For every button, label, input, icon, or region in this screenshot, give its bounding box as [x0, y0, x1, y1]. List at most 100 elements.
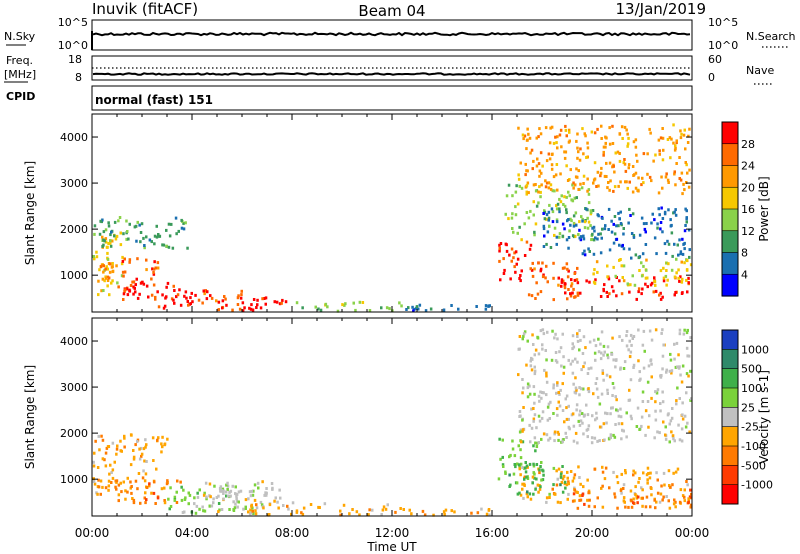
heatmap-cell: [415, 306, 418, 310]
heatmap-cell: [576, 335, 579, 338]
heatmap-cell: [656, 222, 659, 226]
heatmap-cell: [632, 235, 636, 239]
heatmap-cell: [565, 211, 568, 215]
heatmap-cell: [219, 489, 222, 493]
heatmap-cell: [411, 305, 414, 309]
heatmap-cell: [668, 422, 671, 426]
heatmap-cell: [649, 131, 652, 135]
heatmap-cell: [518, 491, 521, 495]
heatmap-cell: [570, 219, 573, 223]
heatmap-cell: [295, 301, 299, 305]
heatmap-cell: [514, 213, 518, 217]
colorbar-segment: [722, 209, 738, 232]
heatmap-cell: [567, 246, 570, 250]
heatmap-cell: [561, 382, 564, 386]
heatmap-cell: [681, 291, 684, 295]
heatmap-cell: [113, 234, 116, 238]
heatmap-cell: [578, 386, 581, 390]
heatmap-cell: [225, 483, 228, 487]
heatmap-cell: [619, 366, 622, 370]
heatmap-cell: [613, 435, 617, 439]
nave-label: Nave: [746, 64, 774, 77]
heatmap-cell: [145, 443, 148, 447]
heatmap-cell: [606, 295, 609, 298]
heatmap-cell: [567, 236, 571, 239]
heatmap-cell: [618, 217, 621, 221]
colorbar-tick-label: 12: [741, 225, 755, 238]
heatmap-cell: [580, 186, 584, 190]
heatmap-cell: [148, 482, 151, 486]
heatmap-cell: [608, 188, 611, 192]
heatmap-cell: [622, 161, 625, 165]
heatmap-cell: [244, 498, 248, 502]
heatmap-cell: [671, 407, 674, 410]
heatmap-cell: [514, 465, 517, 469]
heatmap-cell: [629, 489, 633, 493]
heatmap-cell: [521, 428, 525, 432]
heatmap-cell: [595, 185, 598, 188]
heatmap-cell: [523, 134, 527, 138]
heatmap-cell: [550, 125, 554, 129]
heatmap-cell: [155, 224, 158, 228]
heatmap-cell: [108, 270, 112, 274]
heatmap-cell: [150, 293, 154, 297]
heatmap-cell: [591, 209, 595, 212]
heatmap-cell: [576, 441, 579, 445]
heatmap-cell: [533, 476, 536, 480]
heatmap-cell: [653, 276, 656, 280]
heatmap-cell: [521, 440, 525, 444]
heatmap-cell: [531, 261, 534, 265]
heatmap-cell: [255, 306, 258, 309]
power-heatmap: [92, 123, 693, 313]
heatmap-cell: [578, 158, 582, 162]
colorbar-tick-label: -1000: [741, 479, 773, 492]
heatmap-cell: [512, 256, 515, 260]
heatmap-cell: [251, 308, 255, 312]
heatmap-cell: [593, 161, 597, 165]
heatmap-cell: [351, 508, 354, 511]
heatmap-cell: [609, 433, 613, 437]
heatmap-cell: [625, 334, 628, 338]
heatmap-cell: [563, 227, 566, 231]
heatmap-cell: [129, 463, 133, 467]
heatmap-cell: [595, 416, 599, 420]
heatmap-cell: [545, 264, 548, 268]
heatmap-cell: [115, 264, 118, 268]
heatmap-cell: [470, 511, 473, 515]
heatmap-cell: [559, 388, 562, 392]
heatmap-cell: [504, 242, 508, 246]
heatmap-cell: [564, 124, 567, 128]
heatmap-cell: [556, 383, 559, 387]
heatmap-cell: [594, 418, 597, 422]
heatmap-cell: [544, 185, 548, 189]
heatmap-cell: [572, 287, 575, 291]
heatmap-cell: [548, 436, 552, 440]
heatmap-cell: [523, 477, 526, 481]
heatmap-cell: [532, 159, 535, 163]
heatmap-cell: [593, 351, 597, 355]
heatmap-cell: [578, 498, 581, 502]
heatmap-cell: [559, 501, 562, 505]
heatmap-cell: [450, 509, 453, 513]
heatmap-cell: [215, 299, 218, 303]
heatmap-cell: [240, 293, 243, 297]
heatmap-cell: [573, 272, 576, 275]
heatmap-cell: [635, 425, 639, 428]
heatmap-cell: [583, 253, 587, 257]
heatmap-cell: [179, 480, 182, 484]
heatmap-cell: [541, 343, 544, 347]
heatmap-cell: [574, 175, 578, 179]
heatmap-cell: [139, 501, 142, 505]
heatmap-cell: [354, 308, 357, 312]
heatmap-cell: [172, 298, 175, 302]
x-axis-title: Time UT: [366, 540, 417, 554]
heatmap-cell: [116, 444, 119, 448]
heatmap-cell: [573, 488, 577, 492]
heatmap-cell: [565, 406, 568, 410]
heatmap-cell: [555, 407, 559, 411]
heatmap-cell: [457, 307, 460, 311]
heatmap-cell: [555, 204, 558, 208]
heatmap-cell: [620, 472, 623, 476]
heatmap-cell: [578, 409, 582, 413]
heatmap-cell: [565, 394, 569, 398]
